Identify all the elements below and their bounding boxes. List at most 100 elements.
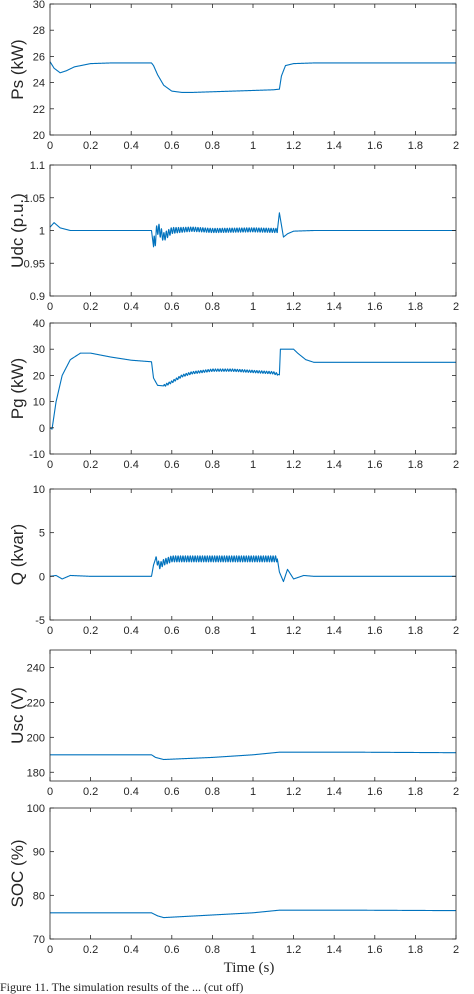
plot-area [50,650,456,781]
x-tick-label: 1.6 [367,140,382,152]
y-tick-label: 100 [27,803,45,815]
plot-area [50,323,456,454]
series-line-1 [49,909,457,919]
y-tick-label: 20 [33,370,45,382]
y-tick-label: -10 [29,449,45,461]
y-tick-label: 90 [33,847,45,859]
x-tick-label: 0.8 [205,786,220,798]
x-tick-label: 1.8 [408,944,423,956]
x-tick-label: 1.6 [367,944,382,956]
x-tick-label: 0.4 [124,301,139,313]
x-tick-label: 1.6 [367,786,382,798]
x-tick-label: 1.2 [286,301,301,313]
y-tick-label: 240 [27,662,45,674]
x-tick-label: 1.2 [286,140,301,152]
series-line-1 [49,348,457,430]
x-tick-label: 0.6 [164,301,179,313]
x-tick-label: 0.4 [124,786,139,798]
x-tick-label: 1.4 [327,140,342,152]
x-tick-label: 0.8 [205,944,220,956]
y-tick-label: -5 [35,615,45,627]
y-tick-label: 0.9 [30,291,45,303]
x-tick-label: 0.2 [83,625,98,637]
y-axis-label: SOC (%) [8,840,27,908]
x-tick-label: 2 [453,944,459,956]
x-tick-label: 0 [47,459,53,471]
y-tick-label: 70 [33,934,45,946]
series-line-1 [49,212,457,248]
x-tick-label: 0.6 [164,944,179,956]
x-tick-label: 1.2 [286,786,301,798]
y-axis-label: Pg (kW) [8,358,27,419]
y-tick-label: 220 [27,697,45,709]
x-tick-label: 0 [47,786,53,798]
x-tick-label: 0 [47,944,53,956]
y-tick-label: 0 [39,571,45,583]
x-tick-label: 0 [47,625,53,637]
x-tick-label: 1.8 [408,140,423,152]
x-tick-label: 1.2 [286,459,301,471]
x-tick-label: 1 [250,301,256,313]
y-tick-label: 26 [33,51,45,63]
x-tick-label: 0.4 [124,944,139,956]
y-axis-label: Usc (V) [8,687,27,744]
y-tick-label: 1.1 [30,160,45,172]
x-tick-label: 1 [250,944,256,956]
y-tick-label: 20 [33,130,45,142]
x-tick-label: 0.6 [164,625,179,637]
x-tick-label: 0 [47,301,53,313]
y-tick-label: 28 [33,25,45,37]
y-tick-label: 5 [39,528,45,540]
y-tick-label: 0 [39,423,45,435]
x-tick-label: 0.4 [124,625,139,637]
x-tick-label: 2 [453,625,459,637]
y-tick-label: 22 [33,104,45,116]
x-tick-label: 0.2 [83,140,98,152]
x-tick-label: 0.6 [164,459,179,471]
x-tick-label: 2 [453,140,459,152]
y-tick-label: 24 [33,78,45,90]
plot-area [50,4,456,135]
x-tick-label: 1.4 [327,301,342,313]
y-tick-label: 200 [27,732,45,744]
x-tick-label: 1.6 [367,301,382,313]
y-axis-label: Q (kvar) [8,524,27,585]
x-tick-label: 1.8 [408,459,423,471]
x-tick-label: 1 [250,140,256,152]
y-tick-label: 1.05 [24,193,45,205]
x-tick-label: 1.4 [327,786,342,798]
x-tick-label: 2 [453,301,459,313]
x-tick-label: 1.4 [327,625,342,637]
x-tick-label: 2 [453,459,459,471]
chart-panel-6: 0 0.2 0.4 0.6 0.8 1 1.2 1.4 1.6 1.8 2 70 80 90 100 SOC … [8,803,459,956]
x-tick-label: 0.6 [164,140,179,152]
panels: 0 0.2 0.4 0.6 0.8 1 1.2 1.4 1.6 1.8 2202224262830P… [8,0,459,956]
x-tick-label: 1.6 [367,625,382,637]
chart-panel-2: 0 0.2 0.4 0.6 0.8 1 1.2 1.4 1.6 1.8 2 0.9 0.95 1 1.05 1… [8,160,459,313]
chart-panel-1: 0 0.2 0.4 0.6 0.8 1 1.2 1.4 1.6 1.8 2 20 22 24 26 28 30 P… [8,0,459,152]
x-tick-label: 0.6 [164,786,179,798]
x-tick-label: 0.4 [124,140,139,152]
x-tick-label: 0.8 [205,459,220,471]
x-tick-label: 0.2 [83,301,98,313]
y-tick-label: 30 [33,344,45,356]
x-tick-label: 1.8 [408,786,423,798]
x-tick-label: 1 [250,786,256,798]
x-tick-label: 0 [47,140,53,152]
x-tick-label: 0.2 [83,459,98,471]
series-line-1 [49,555,457,583]
y-tick-label: 30 [33,0,45,11]
chart-panel-3: 0 0.2 0.4 0.6 0.8 1 1.2 1.4 1.6 1.8 2-10010203040P… [8,318,459,471]
y-tick-label: 80 [33,890,45,902]
x-tick-label: 1.2 [286,944,301,956]
x-tick-label: 2 [453,786,459,798]
x-tick-label: 0.2 [83,944,98,956]
x-tick-label: 0.8 [205,301,220,313]
y-tick-label: 40 [33,318,45,330]
x-tick-label: 1 [250,459,256,471]
x-tick-label: 0.4 [124,459,139,471]
chart-panel-5: 0 0.2 0.4 0.6 0.8 1 1.2 1.4 1.6 1.8 2 180 200 220 240 U… [8,649,459,798]
x-tick-label: 1.4 [327,459,342,471]
series-line-1 [49,61,457,93]
